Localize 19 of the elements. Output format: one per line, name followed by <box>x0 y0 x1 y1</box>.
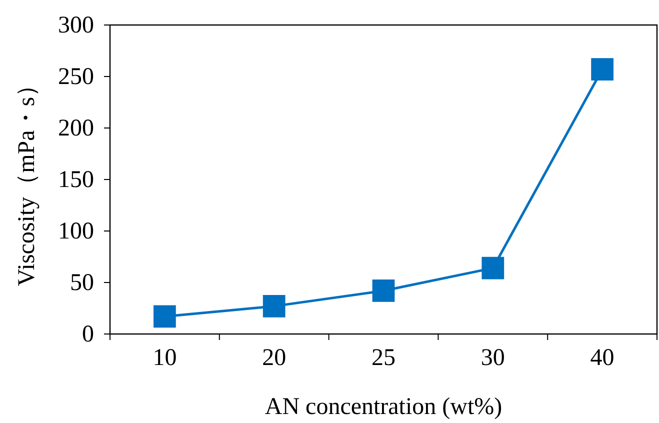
y-tick-label: 250 <box>58 64 94 90</box>
x-tick-label: 40 <box>590 345 614 372</box>
y-tick-label: 300 <box>58 12 94 39</box>
point <box>154 305 176 328</box>
point <box>262 295 286 318</box>
point <box>591 58 614 80</box>
point <box>482 256 504 280</box>
y-tick-label: 150 <box>58 167 94 194</box>
y-tick-label: 0 <box>82 322 94 348</box>
y-tick-label: 200 <box>58 116 94 142</box>
x-tick-label: 10 <box>152 345 177 372</box>
y-tick-label: 100 <box>58 218 94 245</box>
y-axis-title: Viscosity（mPa・s） <box>14 72 40 286</box>
x-axis-title: AN concentration (wt%) <box>264 394 502 420</box>
x-tick-label: 25 <box>372 345 396 372</box>
x-tick-label: 20 <box>262 345 286 372</box>
x-tick-label: 30 <box>480 345 505 372</box>
point <box>372 280 395 302</box>
y-tick-label: 50 <box>70 270 94 296</box>
